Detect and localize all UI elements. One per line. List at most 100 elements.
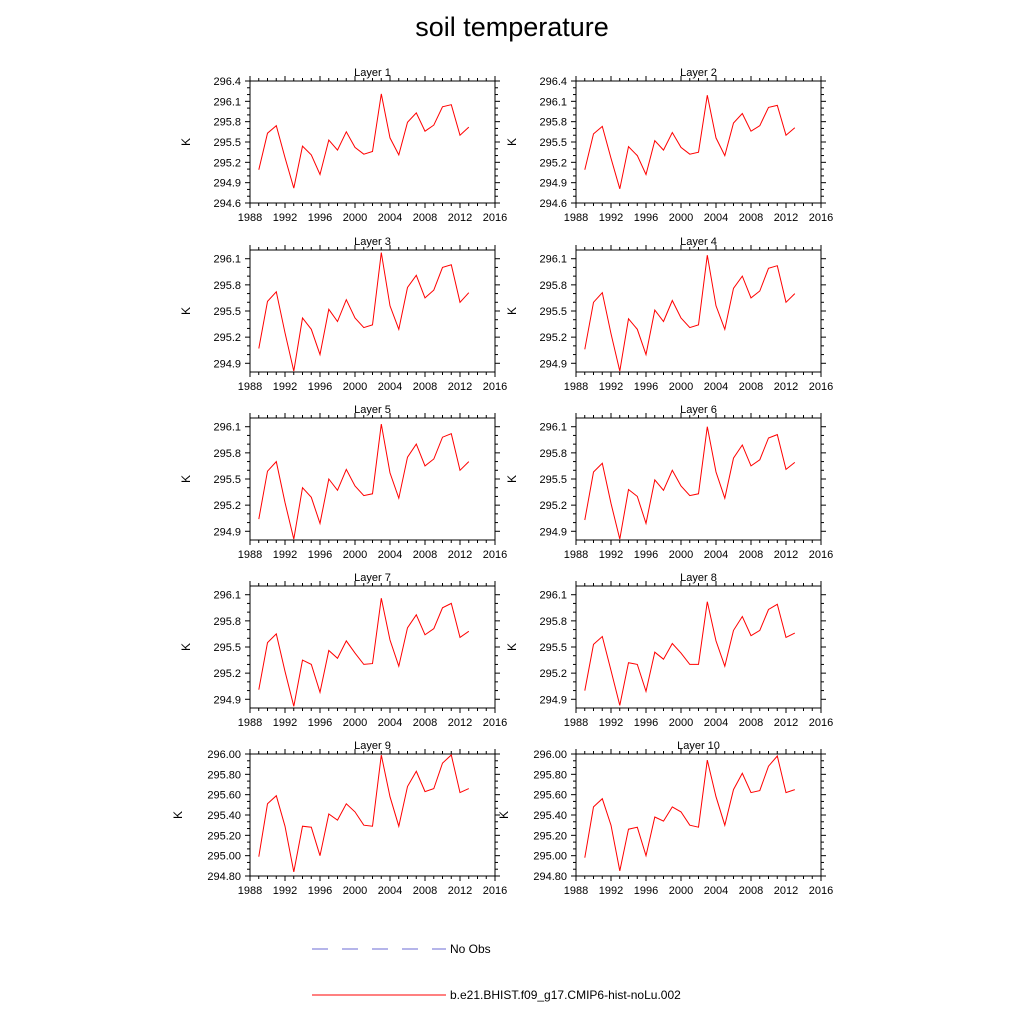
layer-4-xtick-label: 1996 (634, 381, 658, 393)
layer-8-ytick-label: 295.8 (539, 616, 567, 628)
layer-8-xtick-label: 2004 (704, 717, 728, 729)
layer-1-ytick-label: 295.8 (213, 117, 241, 129)
layer-5-ytick-label: 295.8 (213, 448, 241, 460)
layer-2-xtick-label: 2000 (669, 212, 693, 224)
layer-3-xtick-label: 2016 (483, 381, 507, 393)
layer-6-ytick-label: 294.9 (539, 526, 567, 538)
layer-10-ylabel: K (497, 811, 511, 819)
layer-5-xtick-label: 1988 (238, 549, 262, 561)
layer-9-xtick-label: 2004 (378, 885, 402, 897)
layer-9-frame (249, 753, 496, 877)
layer-7-title: Layer 7 (354, 572, 391, 584)
layer-2-ytick-label: 295.5 (539, 137, 567, 149)
layer-10-ytick-label: 295.60 (533, 790, 567, 802)
layer-9-xtick-label: 2016 (483, 885, 507, 897)
layer-5-ytick-label: 296.1 (213, 422, 241, 434)
layer-4-xtick-label: 2016 (809, 381, 833, 393)
layer-7-series-line (258, 598, 470, 707)
layer-1-xtick-label: 1992 (273, 212, 297, 224)
layer-9-xtick-label: 2012 (448, 885, 472, 897)
layer-2-frame (575, 80, 822, 204)
layer-5-series-line (258, 424, 470, 540)
layer-2-ytick-label: 294.9 (539, 178, 567, 190)
layer-2-ytick-label: 295.2 (539, 157, 567, 169)
layer-8-xtick-label: 2012 (774, 717, 798, 729)
layer-3-frame (249, 249, 496, 373)
layer-10-frame (575, 753, 822, 877)
layer-2-xtick-label: 2004 (704, 212, 728, 224)
layer-10-xtick-label: 2004 (704, 885, 728, 897)
layer-7-xtick-label: 1988 (238, 717, 262, 729)
layer-1-frame (249, 80, 496, 204)
layer-1-xtick-label: 2000 (343, 212, 367, 224)
layer-9-ytick-label: 295.60 (207, 790, 241, 802)
layer-1-ytick-label: 294.9 (213, 178, 241, 190)
layer-8-xtick-label: 2008 (739, 717, 763, 729)
layer-6-ylabel: K (505, 475, 519, 483)
layer-2-series-line (584, 95, 796, 189)
layer-2-ytick-label: 294.6 (539, 198, 567, 210)
layer-4-title: Layer 4 (680, 236, 717, 248)
layer-10-ytick-label: 296.00 (533, 749, 567, 761)
layer-9-ytick-label: 295.80 (207, 769, 241, 781)
layer-10-ytick-label: 295.00 (533, 851, 567, 863)
layer-2-xtick-label: 1988 (564, 212, 588, 224)
layer-8-series-line (584, 601, 796, 706)
layer-1-xtick-label: 1988 (238, 212, 262, 224)
layer-5-xtick-label: 2004 (378, 549, 402, 561)
layer-3-xtick-label: 2008 (413, 381, 437, 393)
layer-9-ytick-label: 295.20 (207, 830, 241, 842)
layer-10-xtick-label: 1992 (599, 885, 623, 897)
layer-5-ytick-label: 294.9 (213, 526, 241, 538)
layer-6-title: Layer 6 (680, 404, 717, 416)
layer-4-xtick-label: 2000 (669, 381, 693, 393)
layer-1-ytick-label: 296.4 (213, 76, 241, 88)
layer-9-ytick-label: 294.80 (207, 871, 241, 883)
layer-3-ytick-label: 296.1 (213, 254, 241, 266)
layer-3-ytick-label: 294.9 (213, 358, 241, 370)
layer-8-xtick-label: 1996 (634, 717, 658, 729)
layer-6-xtick-label: 2016 (809, 549, 833, 561)
layer-9-series-line (258, 754, 470, 872)
layer-2-xtick-label: 2016 (809, 212, 833, 224)
layer-5-xtick-label: 1992 (273, 549, 297, 561)
layer-10-ytick-label: 295.20 (533, 830, 567, 842)
layer-5-xtick-label: 2000 (343, 549, 367, 561)
layer-2-ytick-label: 296.4 (539, 76, 567, 88)
layer-8-xtick-label: 1992 (599, 717, 623, 729)
layer-8-xtick-label: 2016 (809, 717, 833, 729)
layer-1-ytick-label: 296.1 (213, 96, 241, 108)
layer-7-xtick-label: 2016 (483, 717, 507, 729)
layer-2-xtick-label: 2012 (774, 212, 798, 224)
layer-5-xtick-label: 2016 (483, 549, 507, 561)
layer-10-xtick-label: 2012 (774, 885, 798, 897)
layer-10-series-line (584, 754, 795, 872)
layer-7-xtick-label: 1992 (273, 717, 297, 729)
layer-9-xtick-label: 1996 (308, 885, 332, 897)
layer-10-title: Layer 10 (677, 740, 720, 752)
layer-5-xtick-label: 2012 (448, 549, 472, 561)
layer-1-xtick-label: 2016 (483, 212, 507, 224)
layer-9-ylabel: K (171, 811, 185, 819)
layer-9-xtick-label: 1992 (273, 885, 297, 897)
legend-obs-label: No Obs (450, 942, 491, 956)
layer-7-ytick-label: 294.9 (213, 694, 241, 706)
layer-8-ylabel: K (505, 643, 519, 651)
layer-7-ylabel: K (179, 643, 193, 651)
layer-2-title: Layer 2 (680, 67, 717, 79)
layer-6-xtick-label: 2012 (774, 549, 798, 561)
layer-8-ytick-label: 295.2 (539, 668, 567, 680)
layer-1-title: Layer 1 (354, 67, 391, 79)
layer-4-ytick-label: 295.5 (539, 306, 567, 318)
layer-7-frame (249, 585, 496, 709)
layer-5-ytick-label: 295.5 (213, 474, 241, 486)
layer-7-xtick-label: 2004 (378, 717, 402, 729)
layer-1-xtick-label: 1996 (308, 212, 332, 224)
layer-8-ytick-label: 296.1 (539, 590, 567, 602)
layer-3-xtick-label: 1988 (238, 381, 262, 393)
layer-9-xtick-label: 1988 (238, 885, 262, 897)
layer-6-ytick-label: 295.8 (539, 448, 567, 460)
layer-2-ylabel: K (505, 138, 519, 146)
layer-10-xtick-label: 2008 (739, 885, 763, 897)
